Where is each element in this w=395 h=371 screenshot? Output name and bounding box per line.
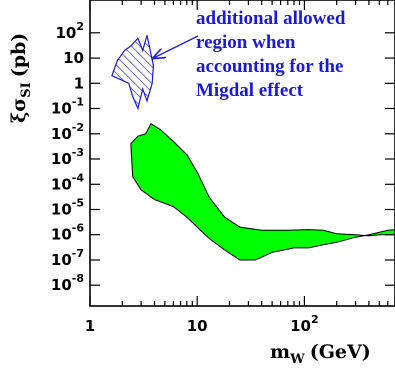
- y-tick-label: 10-2: [51, 121, 84, 143]
- y-tick-label: 10-7: [51, 247, 84, 269]
- y-tick-label: 10-4: [51, 171, 84, 193]
- annotation-text: additional allowed region when accountin…: [196, 8, 350, 101]
- ticks-layer: [89, 0, 395, 306]
- green-region-layer: [130, 122, 395, 261]
- x-tick-label: 10: [187, 317, 208, 335]
- y-tick-label: 10-5: [51, 197, 84, 219]
- y-tick-label: 102: [55, 20, 84, 42]
- y-axis-unit: (pb): [8, 33, 30, 78]
- hatched-allowed-region: [111, 35, 155, 111]
- x-axis-title: mW (GeV): [270, 341, 371, 367]
- y-axis-symbol: ξσ: [8, 98, 30, 123]
- x-tick-labels: 1 10 102: [85, 313, 319, 335]
- y-tick-label: 10-6: [51, 222, 84, 244]
- hatched-region-layer: [111, 35, 155, 111]
- y-tick-label: 10-1: [51, 96, 84, 118]
- annotation-line: Migdal effect: [196, 80, 304, 101]
- y-axis-subscript: SI: [19, 82, 34, 97]
- y-tick-label: 1: [74, 74, 84, 92]
- green-allowed-region: [130, 122, 395, 261]
- x-axis-unit: (GeV): [310, 341, 371, 363]
- plot-frame: [89, 0, 395, 307]
- x-axis-subscript: W: [289, 352, 305, 367]
- y-tick-label: 10-3: [51, 146, 84, 168]
- x-tick-label: 102: [290, 313, 319, 335]
- y-axis-title: ξσSI (pb): [8, 33, 34, 123]
- y-tick-labels: 10-8 10-7 10-6 10-5 10-4 10-3 10-2 10-1 1 10 102: [51, 20, 84, 294]
- annotation-arrow: [153, 35, 199, 58]
- x-tick-label: 1: [85, 317, 95, 335]
- annotation-line: additional allowed: [196, 8, 346, 29]
- annotation-line: region when: [196, 32, 296, 53]
- annotation-arrow-layer: [153, 35, 199, 58]
- annotation-line: accounting for the: [196, 56, 343, 77]
- y-tick-label: 10: [63, 49, 84, 67]
- y-tick-label: 10-8: [51, 272, 84, 294]
- x-axis-symbol: m: [270, 341, 290, 363]
